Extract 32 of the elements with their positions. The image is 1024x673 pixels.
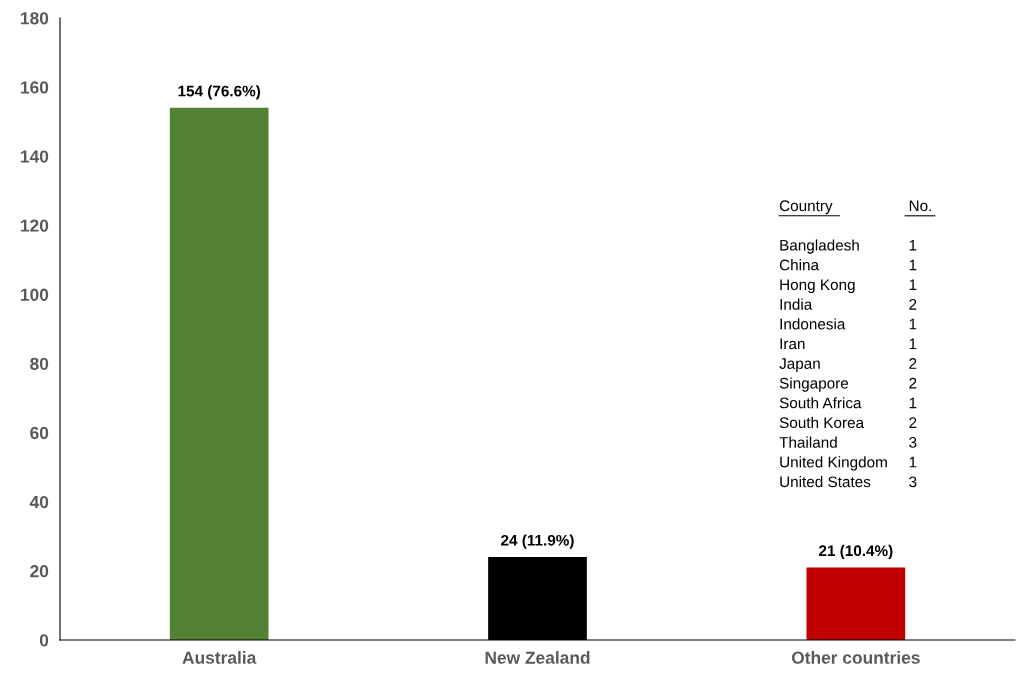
y-tick-label: 60 (30, 426, 49, 440)
y-tick-label: 80 (30, 357, 49, 371)
text: South Africa 1 (779, 397, 917, 409)
text: Singapore 2 (779, 377, 917, 392)
text: Hong Kong 1 (780, 279, 917, 294)
data-label: 21 (10.4%) (819, 544, 893, 560)
bar (169, 107, 269, 640)
text: Japan 2 (779, 358, 917, 372)
x-tick-label: Other countries (791, 651, 920, 664)
data-label: 154 (76.6%) (178, 85, 261, 100)
x-tick-label: New Zealand (485, 651, 590, 664)
bar (806, 567, 906, 640)
y-tick-label: 160 (21, 81, 49, 94)
text: Country No. (779, 200, 931, 215)
y-tick-label: 100 (21, 288, 49, 301)
y-tick-label: 180 (21, 12, 49, 25)
text: United States 3 (780, 476, 917, 488)
text: United Kingdom 1 (780, 456, 917, 471)
text: Indonesia 1 (780, 318, 917, 330)
y-tick-label: 20 (30, 565, 49, 578)
text: India 2 (780, 298, 917, 310)
text: Iran 1 (780, 338, 917, 350)
text: South Korea 2 (779, 416, 917, 429)
text: Thailand 3 (779, 436, 917, 448)
x-tick-label: Australia (182, 651, 257, 664)
text: Bangladesh 1 (780, 239, 917, 254)
y-tick-label: 140 (21, 150, 49, 163)
data-label: 24 (11.9%) (501, 534, 574, 549)
text: China 1 (779, 259, 917, 271)
y-tick-label: 40 (29, 495, 49, 509)
y-tick-label: 0 (39, 634, 49, 647)
y-tick-label: 120 (21, 219, 49, 232)
